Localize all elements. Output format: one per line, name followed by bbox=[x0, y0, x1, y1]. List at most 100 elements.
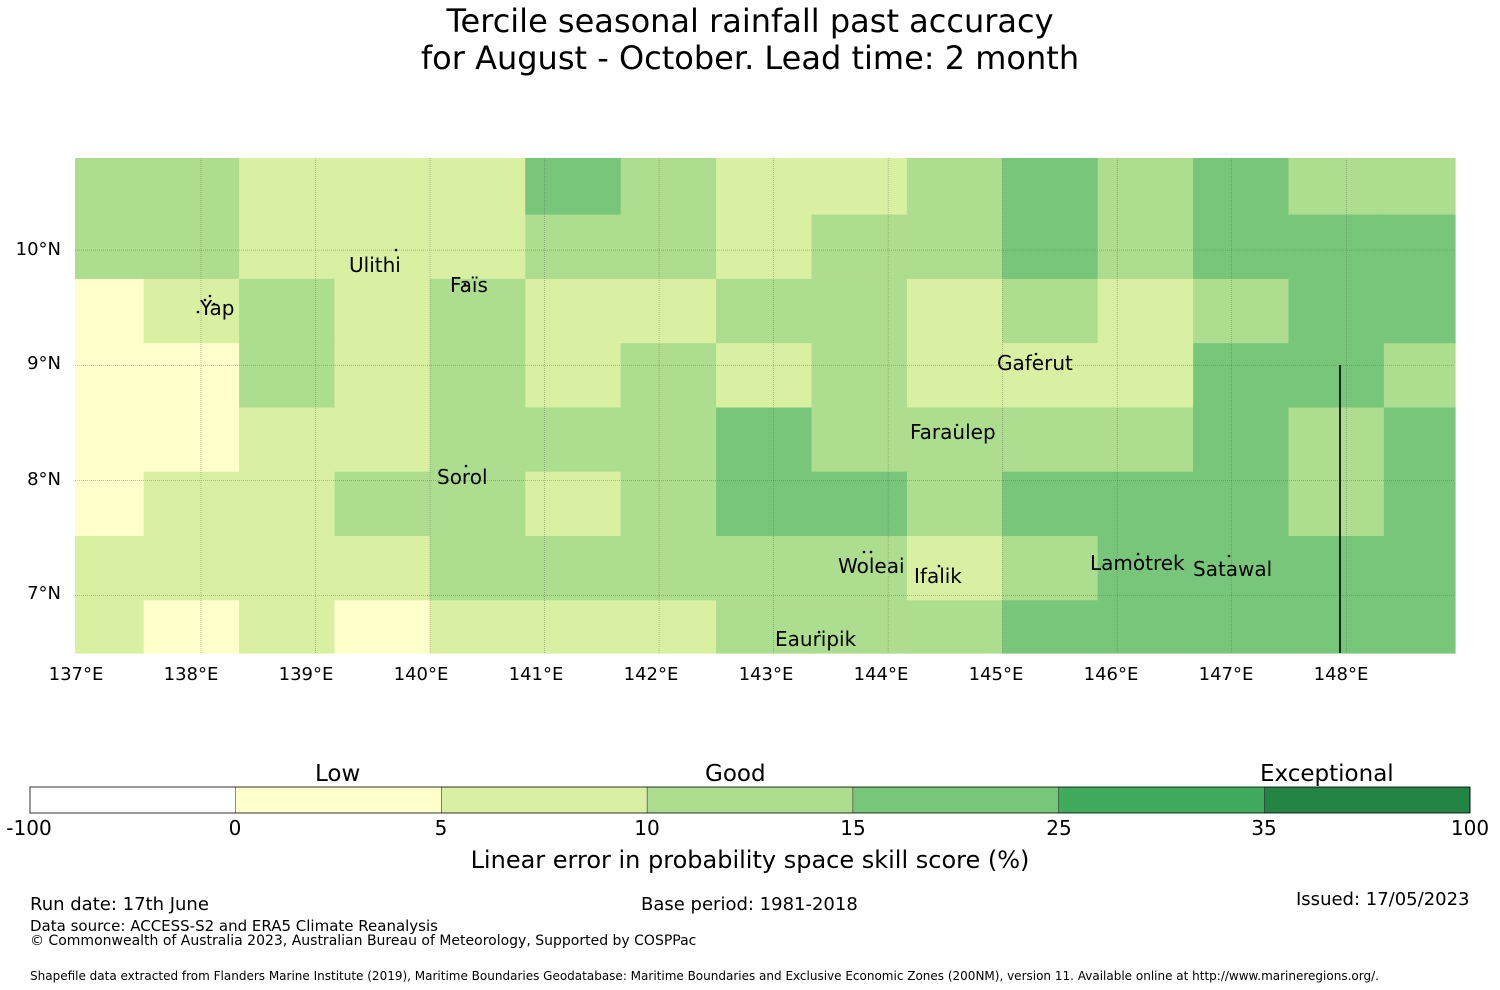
heatmap-cell bbox=[1193, 407, 1290, 473]
place-label-sorol: Sorol bbox=[437, 465, 488, 489]
place-label-fais: Faïs bbox=[450, 273, 488, 297]
colorbar-frame bbox=[29, 786, 1471, 814]
colorbar-tick-label: 0 bbox=[228, 816, 242, 840]
heatmap-cell bbox=[811, 214, 908, 280]
heatmap-cell bbox=[716, 600, 813, 654]
heatmap-cell bbox=[906, 343, 1003, 409]
heatmap-cell bbox=[1002, 600, 1099, 654]
heatmap-cell bbox=[239, 407, 336, 473]
heatmap-cell bbox=[716, 278, 813, 344]
heatmap-cell bbox=[1383, 600, 1456, 654]
heatmap-cell bbox=[334, 158, 431, 216]
heatmap-cell bbox=[1383, 407, 1456, 473]
heatmap-cell bbox=[906, 536, 1003, 601]
lon-label-139e: 139°E bbox=[278, 664, 334, 685]
heatmap-cell bbox=[1193, 158, 1290, 216]
heatmap-cell bbox=[1193, 278, 1290, 344]
heatmap-cell bbox=[1097, 278, 1194, 344]
lon-label-143e: 143°E bbox=[738, 664, 794, 685]
island-dot bbox=[937, 564, 941, 568]
heatmap-cell bbox=[525, 471, 622, 537]
heatmap-cell bbox=[811, 343, 908, 409]
lat-label-9n: 9°N bbox=[27, 353, 61, 374]
heatmap-cell bbox=[334, 471, 431, 537]
heatmap-cell bbox=[525, 407, 622, 473]
lon-label-147e: 147°E bbox=[1198, 664, 1254, 685]
heatmap-cell bbox=[1288, 343, 1385, 409]
heatmap-cell bbox=[1288, 214, 1385, 280]
heatmap-cell bbox=[143, 343, 240, 409]
lon-label-144e: 144°E bbox=[853, 664, 909, 685]
heatmap-cell bbox=[334, 407, 431, 473]
heatmap-cell bbox=[906, 158, 1003, 216]
heatmap-cell bbox=[906, 214, 1003, 280]
heatmap-cell bbox=[334, 343, 431, 409]
heatmap-cell bbox=[75, 600, 145, 654]
lon-label-146e: 146°E bbox=[1083, 664, 1139, 685]
heatmap-cell bbox=[620, 407, 717, 473]
heatmap-cell bbox=[1002, 471, 1099, 537]
heatmap-cell bbox=[429, 536, 526, 601]
heatmap-cell bbox=[1193, 471, 1290, 537]
heatmap-cell bbox=[1383, 471, 1456, 537]
heatmap-cell bbox=[75, 536, 145, 601]
colorbar-swatch bbox=[1058, 787, 1265, 813]
colorbar-swatch bbox=[852, 787, 1060, 813]
copyright-notice: © Commonwealth of Australia 2023, Austra… bbox=[30, 933, 697, 949]
island-dot bbox=[817, 630, 821, 634]
islands bbox=[196, 248, 1231, 634]
heatmap-cell bbox=[1288, 536, 1385, 601]
heatmap-cell bbox=[429, 600, 526, 654]
heatmap-cell bbox=[811, 536, 908, 601]
heatmap-cell bbox=[429, 471, 526, 537]
colorbar-band-exceptional: Exceptional bbox=[1260, 761, 1394, 787]
heatmap-cell bbox=[75, 214, 145, 280]
place-label-woleai: Woleai bbox=[838, 554, 905, 578]
heatmap-cell bbox=[1383, 214, 1456, 280]
heatmap-cell bbox=[620, 536, 717, 601]
heatmap-cell bbox=[620, 600, 717, 654]
lon-label-140e: 140°E bbox=[393, 664, 449, 685]
island-dot bbox=[1034, 352, 1038, 356]
map-title-line-2: for August - October. Lead time: 2 month bbox=[420, 39, 1080, 77]
heatmap-cell bbox=[1002, 214, 1099, 280]
place-label-yap: Yap bbox=[200, 296, 235, 320]
graticule bbox=[75, 158, 1455, 653]
lat-label-10n: 10°N bbox=[15, 239, 61, 260]
place-label-satawal: Satawal bbox=[1193, 557, 1273, 581]
colorbar-tick-label: 15 bbox=[840, 816, 866, 840]
island-dot bbox=[208, 294, 212, 298]
heatmap-cell bbox=[1097, 214, 1194, 280]
island-dot bbox=[196, 310, 200, 314]
heatmap-cell bbox=[75, 278, 145, 344]
heatmap-cell bbox=[75, 158, 145, 216]
heatmap-cell bbox=[239, 214, 336, 280]
lat-label-8n: 8°N bbox=[27, 469, 61, 490]
heatmap-cell bbox=[716, 158, 813, 216]
island-dot bbox=[394, 248, 398, 252]
heatmap-cell bbox=[1097, 407, 1194, 473]
heatmap-cell bbox=[620, 158, 717, 216]
heatmap-cell bbox=[1383, 158, 1456, 216]
heatmap-cell bbox=[1097, 600, 1194, 654]
heatmap-cell bbox=[1002, 343, 1099, 409]
heatmap-cell bbox=[811, 600, 908, 654]
heatmap-cell bbox=[1193, 536, 1290, 601]
island-dot bbox=[869, 550, 873, 554]
heatmap-cell bbox=[239, 471, 336, 537]
heatmap-cell bbox=[525, 343, 622, 409]
heatmap-cell bbox=[525, 158, 622, 216]
island-dot bbox=[212, 302, 216, 306]
island-dot bbox=[203, 298, 207, 302]
heatmap-cell bbox=[75, 343, 145, 409]
colorbar-tick-label: -100 bbox=[6, 816, 52, 840]
place-label-gaferut: Gaferut bbox=[997, 351, 1073, 375]
heatmap-cell bbox=[143, 158, 240, 216]
heatmap-cell bbox=[334, 600, 431, 654]
heatmap-cell bbox=[1097, 343, 1194, 409]
heatmap-cell bbox=[334, 214, 431, 280]
heatmap-cell bbox=[811, 407, 908, 473]
heatmap-cell bbox=[811, 158, 908, 216]
lon-label-137e: 137°E bbox=[48, 664, 104, 685]
